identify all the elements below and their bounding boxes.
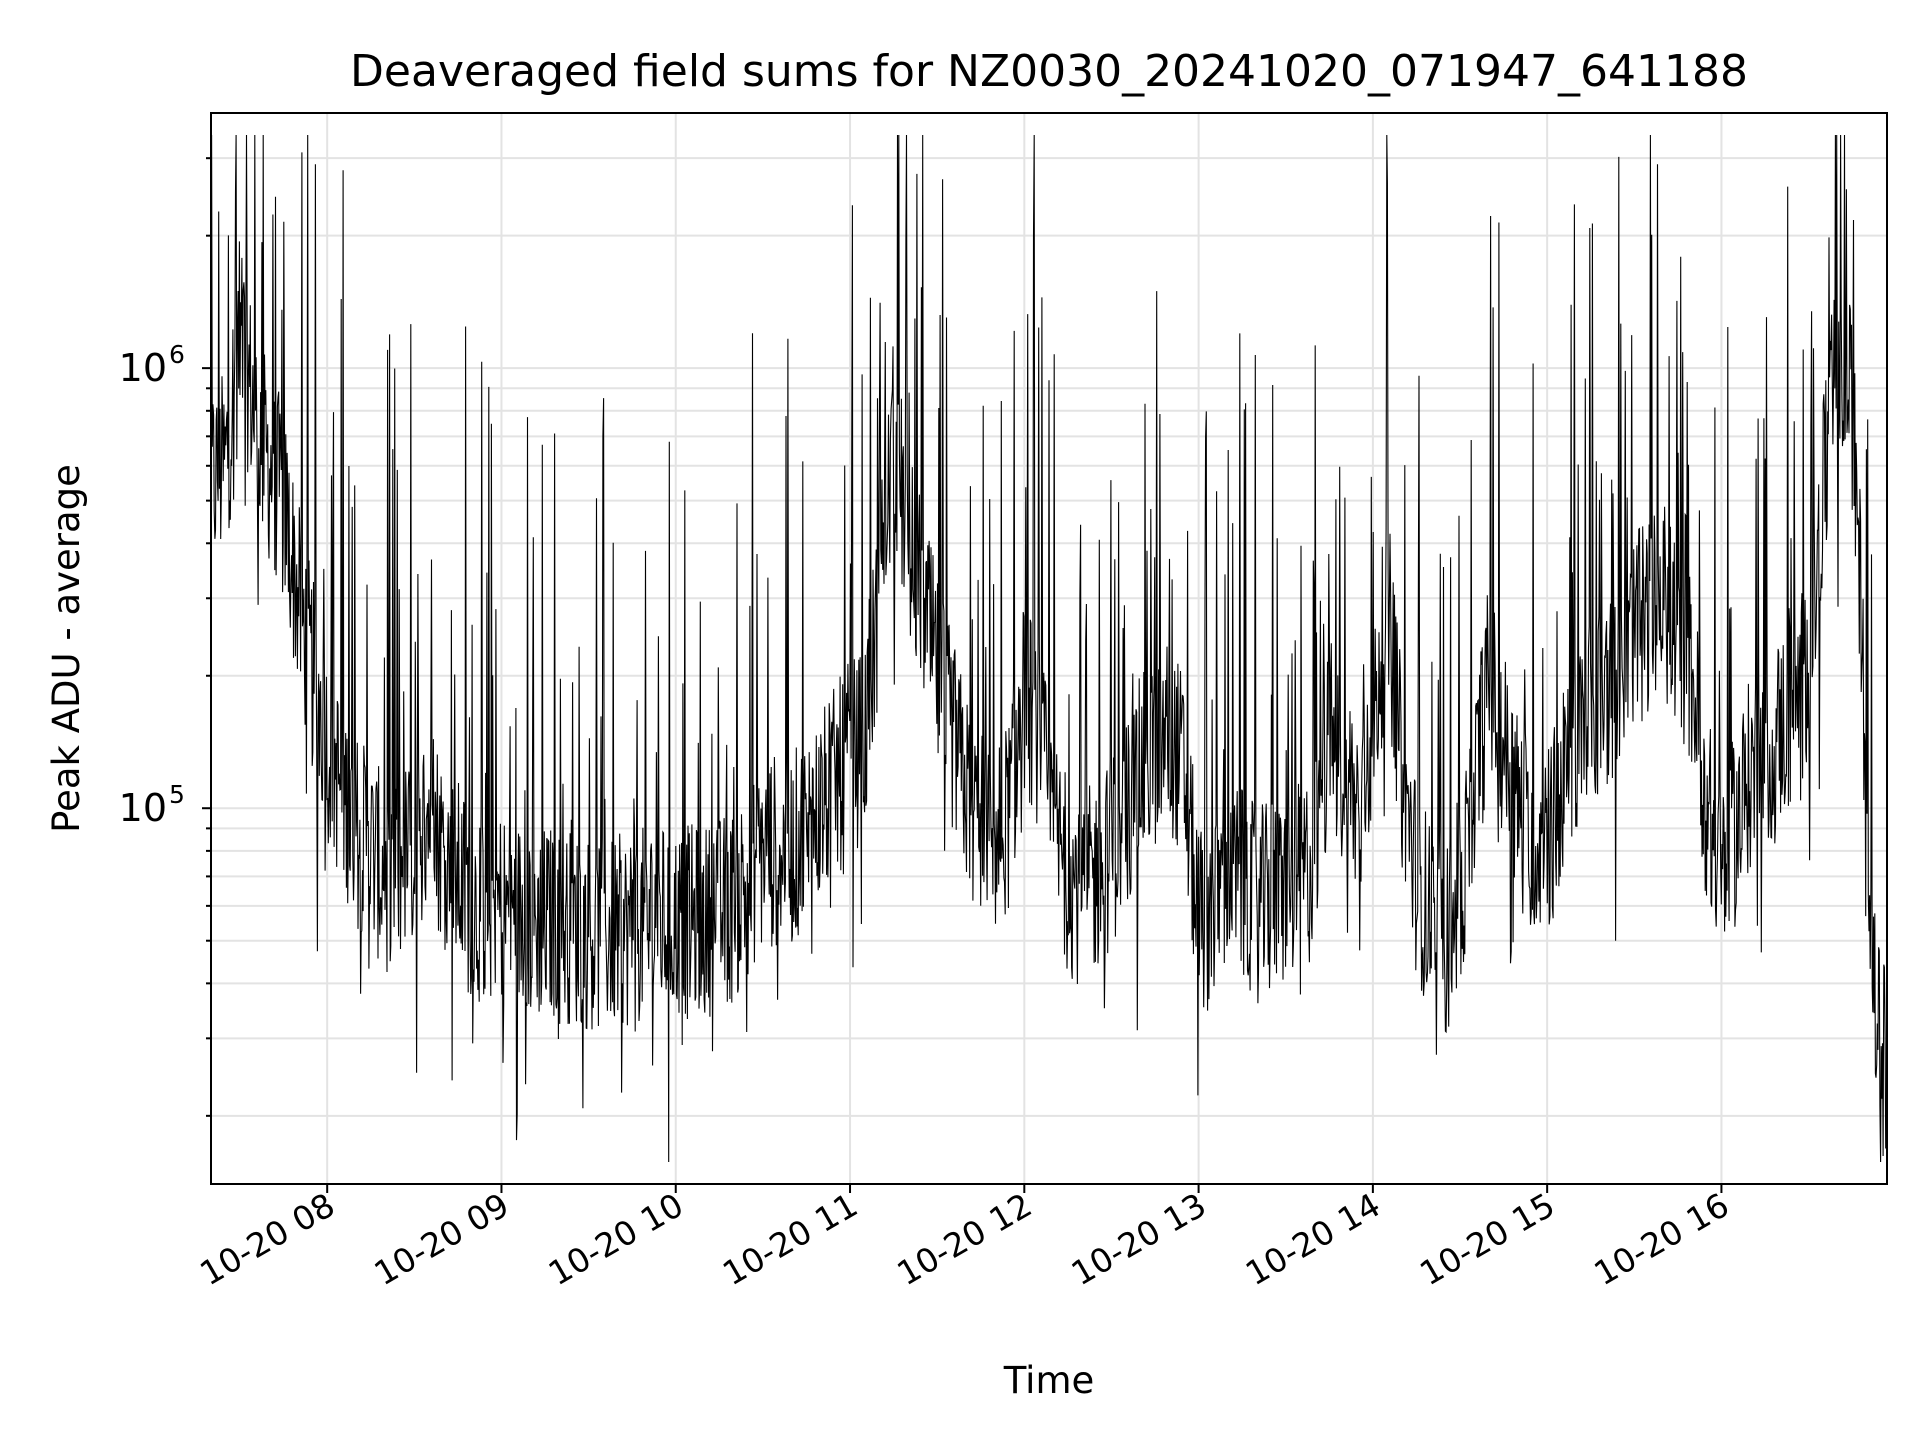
y-tick-label-base: 10 — [119, 786, 167, 830]
chart-title: Deaveraged field sums for NZ0030_2024102… — [350, 46, 1748, 97]
series-line — [210, 134, 1888, 1163]
y-tick-label-exponent: 6 — [169, 340, 185, 369]
y-tick-label-exponent: 5 — [169, 780, 185, 809]
plot-frame — [210, 112, 1888, 1185]
y-axis-label: Peak ADU - average — [45, 464, 88, 833]
x-axis-label: Time — [1003, 1359, 1095, 1402]
series-layer — [210, 134, 1888, 1163]
y-tick-label-base: 10 — [119, 346, 167, 390]
